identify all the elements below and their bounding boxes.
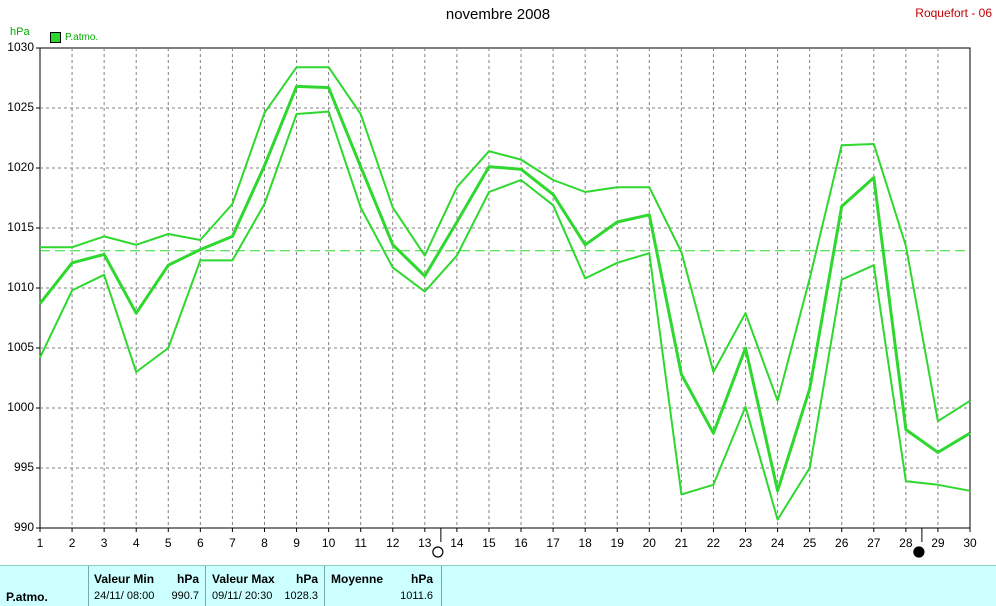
y-tick-label: 1000: [7, 400, 34, 414]
x-tick-label: 6: [197, 536, 204, 550]
new-moon-icon: [432, 546, 444, 558]
x-tick-label: 21: [674, 536, 689, 550]
x-tick-label: 10: [321, 536, 336, 550]
max-value: 1028.3: [284, 590, 318, 602]
mean-value: 1011.6: [400, 590, 433, 602]
max-datetime: 09/11/ 20:30: [212, 590, 273, 602]
station-name: Roquefort - 06: [915, 6, 992, 20]
x-tick-label: 13: [418, 536, 432, 550]
chart-plot: [36, 47, 971, 558]
min-header: Valeur Min: [94, 572, 155, 586]
x-tick-label: 16: [514, 536, 528, 550]
full-moon-icon: [913, 546, 925, 558]
legend-label: P.atmo.: [65, 32, 99, 43]
mean-unit: hPa: [410, 572, 433, 586]
series-max-line: [40, 66, 971, 423]
x-tick-label: 18: [578, 536, 592, 550]
x-tick-label: 19: [610, 536, 624, 550]
x-tick-label: 3: [100, 536, 108, 550]
y-axis-unit: hPa: [10, 26, 30, 38]
x-tick-label: 23: [738, 536, 753, 550]
min-unit: hPa: [176, 572, 199, 586]
series-min-line: [39, 110, 971, 521]
x-tick-label: 24: [770, 536, 785, 550]
x-tick-label: 30: [963, 536, 977, 550]
x-tick-label: 17: [546, 536, 560, 550]
x-tick-label: 22: [706, 536, 721, 550]
max-header: Valeur Max: [212, 572, 275, 586]
grid-lines: [36, 47, 971, 532]
x-tick-label: 26: [835, 536, 849, 550]
x-tick-label: 28: [899, 536, 913, 550]
y-tick-label: 995: [13, 460, 34, 474]
legend-swatch: [50, 32, 61, 43]
mean-header: Moyenne: [331, 572, 384, 586]
x-tick-label: 1: [36, 536, 44, 550]
max-unit: hPa: [295, 572, 318, 586]
y-tick-label: 1020: [7, 160, 34, 174]
x-tick-label: 9: [293, 536, 300, 550]
series-avg-line: [38, 84, 971, 493]
x-tick-label: 15: [482, 536, 496, 550]
footer-max-cell: Valeur Max hPa 09/11/ 20:30 1028.3: [206, 566, 325, 606]
y-tick-label: 1010: [7, 280, 34, 294]
x-tick-label: 4: [132, 536, 140, 550]
y-tick-label: 1025: [7, 100, 34, 114]
x-tick-label: 27: [867, 536, 881, 550]
x-tick-label: 12: [386, 536, 400, 550]
y-tick-label: 990: [13, 520, 34, 534]
x-tick-label: 7: [229, 536, 236, 550]
y-tick-label: 1015: [7, 220, 34, 234]
footer-row-label: P.atmo.: [6, 590, 48, 604]
y-tick-label: 1030: [7, 40, 34, 54]
chart-title: novembre 2008: [445, 6, 551, 23]
x-tick-label: 20: [642, 536, 656, 550]
footer-min-cell: Valeur Min hPa 24/11/ 08:00 990.7: [88, 566, 206, 606]
x-tick-label: 25: [802, 536, 817, 550]
stats-footer: P.atmo. Valeur Min hPa 24/11/ 08:00 990.…: [0, 565, 996, 606]
series-lines: [38, 66, 971, 521]
x-tick-label: 29: [931, 536, 945, 550]
footer-row-label-cell: P.atmo.: [0, 566, 89, 606]
y-tick-label: 1005: [7, 340, 34, 354]
x-tick-label: 2: [68, 536, 76, 550]
x-tick-label: 14: [450, 536, 464, 550]
x-tick-label: 8: [261, 536, 268, 550]
legend: P.atmo.: [50, 32, 98, 43]
min-value: 990.7: [171, 590, 199, 602]
footer-mean-cell: Moyenne hPa 1011.6: [325, 566, 442, 606]
x-tick-label: 5: [164, 536, 172, 550]
x-tick-label: 11: [354, 536, 367, 550]
min-datetime: 24/11/ 08:00: [94, 590, 155, 602]
moon-markers: [432, 528, 925, 558]
